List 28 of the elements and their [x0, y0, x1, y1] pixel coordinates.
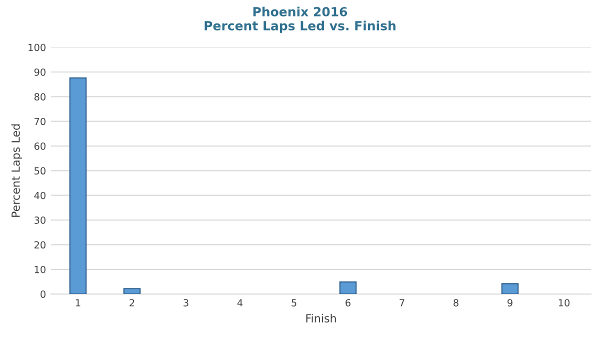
y-tick-label: 40 — [34, 192, 46, 200]
x-tick-label: 7 — [400, 299, 404, 306]
x-tick-label: 1 — [76, 299, 80, 306]
y-tick-label: 90 — [34, 68, 46, 76]
y-axis-title: Percent Laps Led — [11, 124, 22, 217]
y-tick-label: 10 — [34, 266, 46, 274]
y-tick-label: 20 — [34, 241, 46, 249]
bar — [501, 283, 519, 294]
x-tick-label: 2 — [130, 299, 134, 306]
x-tick-label: 10 — [558, 299, 570, 306]
y-tick-label: 30 — [34, 216, 46, 224]
y-tick-label: 70 — [34, 118, 46, 126]
y-tick-label: 50 — [34, 167, 46, 175]
x-tick-label: 3 — [184, 299, 188, 306]
y-tick-label: 0 — [40, 290, 46, 298]
y-tick-label: 100 — [28, 44, 46, 52]
y-tick-label: 80 — [34, 93, 46, 100]
bar — [339, 281, 357, 294]
x-tick-label: 4 — [237, 299, 243, 306]
bar — [69, 77, 87, 294]
x-tick-label: 6 — [346, 299, 350, 306]
x-tick-label: 9 — [508, 299, 512, 306]
chart-title: Phoenix 2016 Percent Laps Led vs. Finish — [204, 6, 396, 33]
x-axis-title: Finish — [306, 314, 336, 322]
y-tick-label: 60 — [34, 142, 46, 150]
bar — [123, 288, 141, 294]
x-tick-label: 5 — [292, 299, 296, 306]
x-tick-label: 8 — [454, 299, 458, 306]
